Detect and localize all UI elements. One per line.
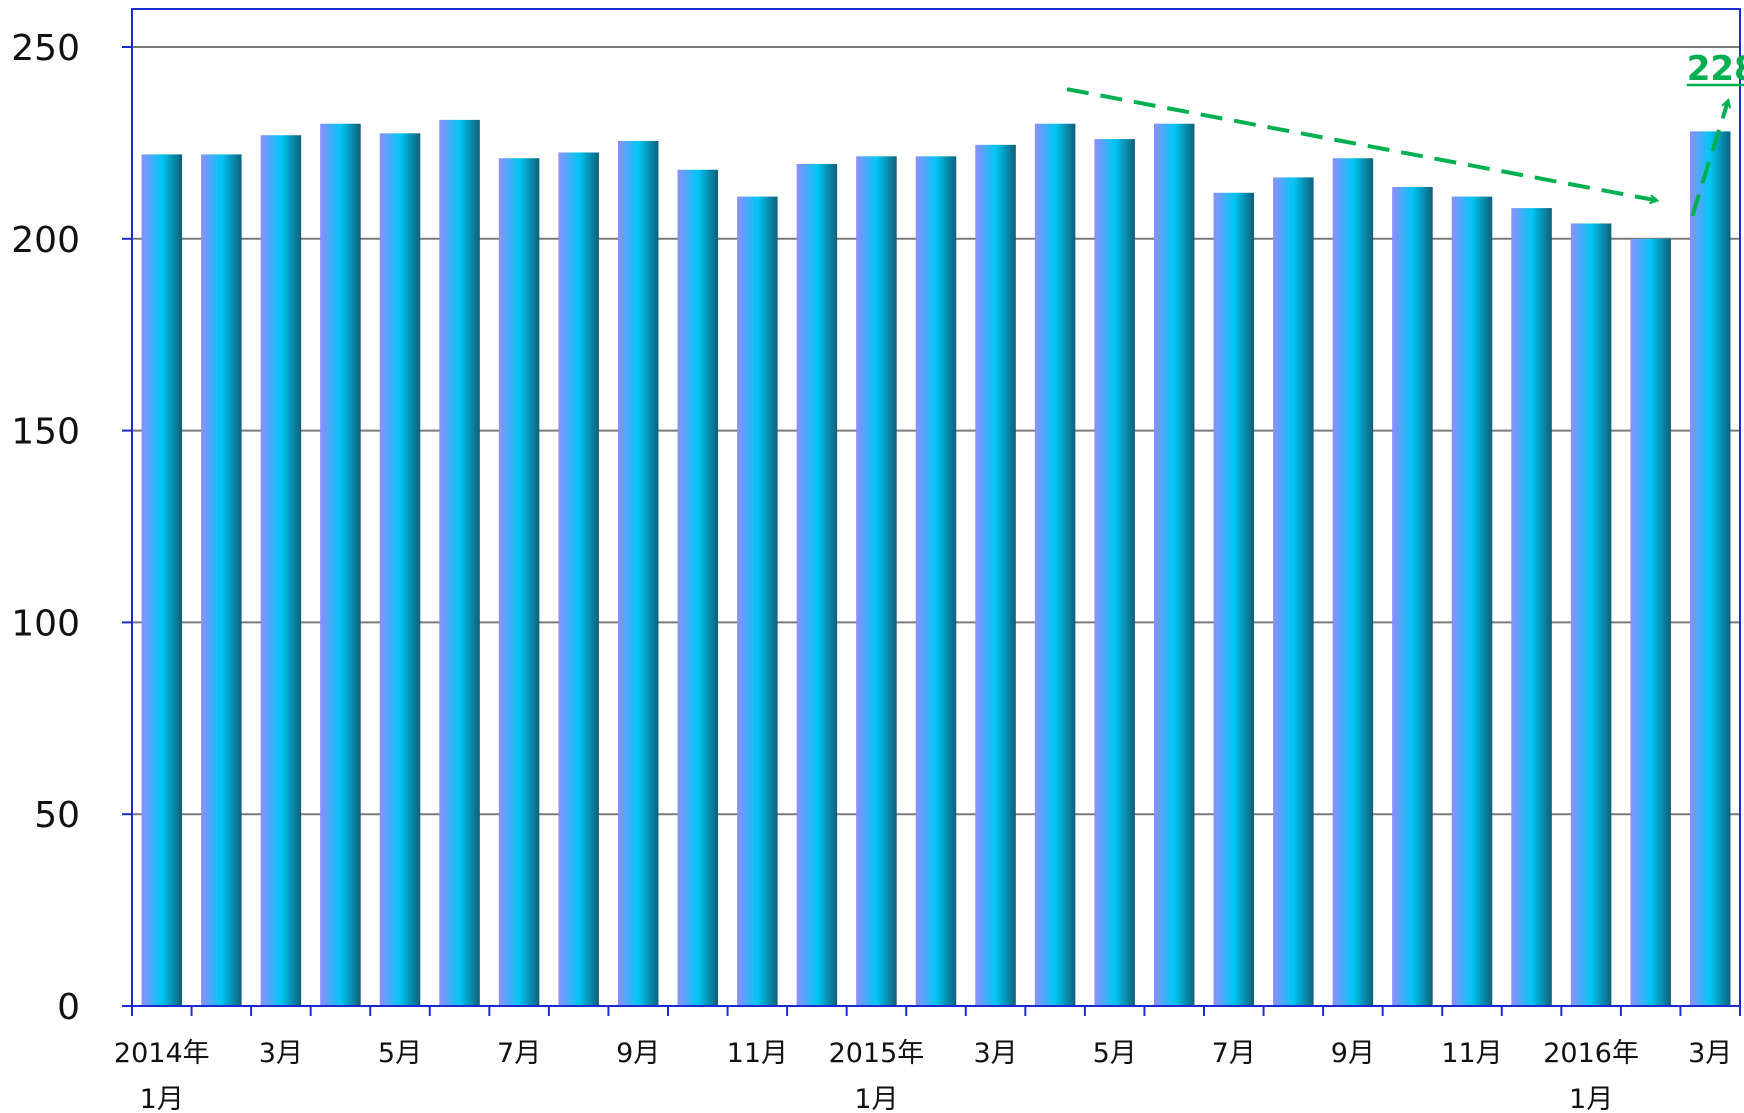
bar-2015年2月 <box>915 156 957 1007</box>
x-tick-label-line2: 1月 <box>854 1084 898 1113</box>
bar-2016年1月 <box>1570 223 1612 1006</box>
bar-2015年8月 <box>1273 177 1314 1006</box>
x-tick-label: 3月 <box>1688 1038 1732 1069</box>
bar-2015年4月 <box>1034 123 1076 1007</box>
x-axis-tick-labels: 2014年 1月 3月 5月 7月 9月 11月 2015年 1月 3月 5月 7月 9月 11月 2016… <box>114 1006 1741 1113</box>
bar-2014年6月 <box>439 119 480 1006</box>
x-tick-label: 5月 <box>378 1038 422 1069</box>
x-tick-label: 2014年 <box>114 1038 210 1069</box>
bar-2015年5月 <box>1094 139 1135 1007</box>
y-tick-label-100: 100 <box>11 603 80 644</box>
x-tick-label: 9月 <box>616 1038 660 1069</box>
y-tick-label-200: 200 <box>11 220 80 261</box>
x-tick-label: 7月 <box>1212 1038 1256 1069</box>
x-tick-label: 3月 <box>259 1038 303 1069</box>
bar-2015年11月 <box>1451 196 1493 1006</box>
plot-frame <box>131 8 1741 1007</box>
bar-2015年3月 <box>975 144 1016 1006</box>
x-tick-label-line2: 1月 <box>140 1084 184 1113</box>
bar-2016年3月 <box>1689 131 1731 1007</box>
bar-2014年10月 <box>677 169 719 1006</box>
x-tick-label: 7月 <box>497 1038 541 1069</box>
trend-arrow-2 <box>1690 101 1728 217</box>
x-tick-label: 2016年 <box>1543 1038 1639 1069</box>
x-tick-label: 11月 <box>727 1038 788 1069</box>
bar-2015年9月 <box>1332 158 1374 1006</box>
bar-2014年8月 <box>558 152 599 1007</box>
bar-2014年5月 <box>379 133 421 1006</box>
bar-2016年2月 <box>1630 238 1671 1007</box>
y-tick-label-50: 50 <box>34 795 80 836</box>
bar-2014年9月 <box>617 140 659 1006</box>
x-tick-label: 11月 <box>1441 1038 1502 1069</box>
bars <box>141 119 1731 1007</box>
bar-2014年12月 <box>796 163 838 1007</box>
bar-2014年4月 <box>320 123 361 1007</box>
y-axis-tick-labels: 0 50 100 150 200 250 <box>11 28 132 1028</box>
x-tick-label: 2015年 <box>829 1038 925 1069</box>
bar-2014年7月 <box>498 158 540 1006</box>
bar-2014年3月 <box>260 135 302 1006</box>
bar-2015年10月 <box>1392 187 1433 1006</box>
bar-2015年12月 <box>1511 208 1552 1006</box>
bar-2014年2月 <box>201 154 242 1006</box>
x-tick-label: 5月 <box>1093 1038 1137 1069</box>
bar-2015年1月 <box>856 156 897 1007</box>
y-tick-label-250: 250 <box>11 28 80 69</box>
bar-2014年1月 <box>141 154 183 1006</box>
bar-2015年7月 <box>1213 192 1255 1006</box>
annotations: 228 <box>1066 49 1744 217</box>
bar-2015年6月 <box>1153 123 1195 1007</box>
y-tick-label-150: 150 <box>11 412 80 453</box>
x-tick-label: 3月 <box>973 1038 1017 1069</box>
bar-2014年11月 <box>737 196 778 1006</box>
value-annotation: 228 <box>1687 49 1744 89</box>
x-tick-label: 9月 <box>1331 1038 1375 1069</box>
y-tick-label-0: 0 <box>57 987 80 1028</box>
x-tick-label-line2: 1月 <box>1569 1084 1613 1113</box>
